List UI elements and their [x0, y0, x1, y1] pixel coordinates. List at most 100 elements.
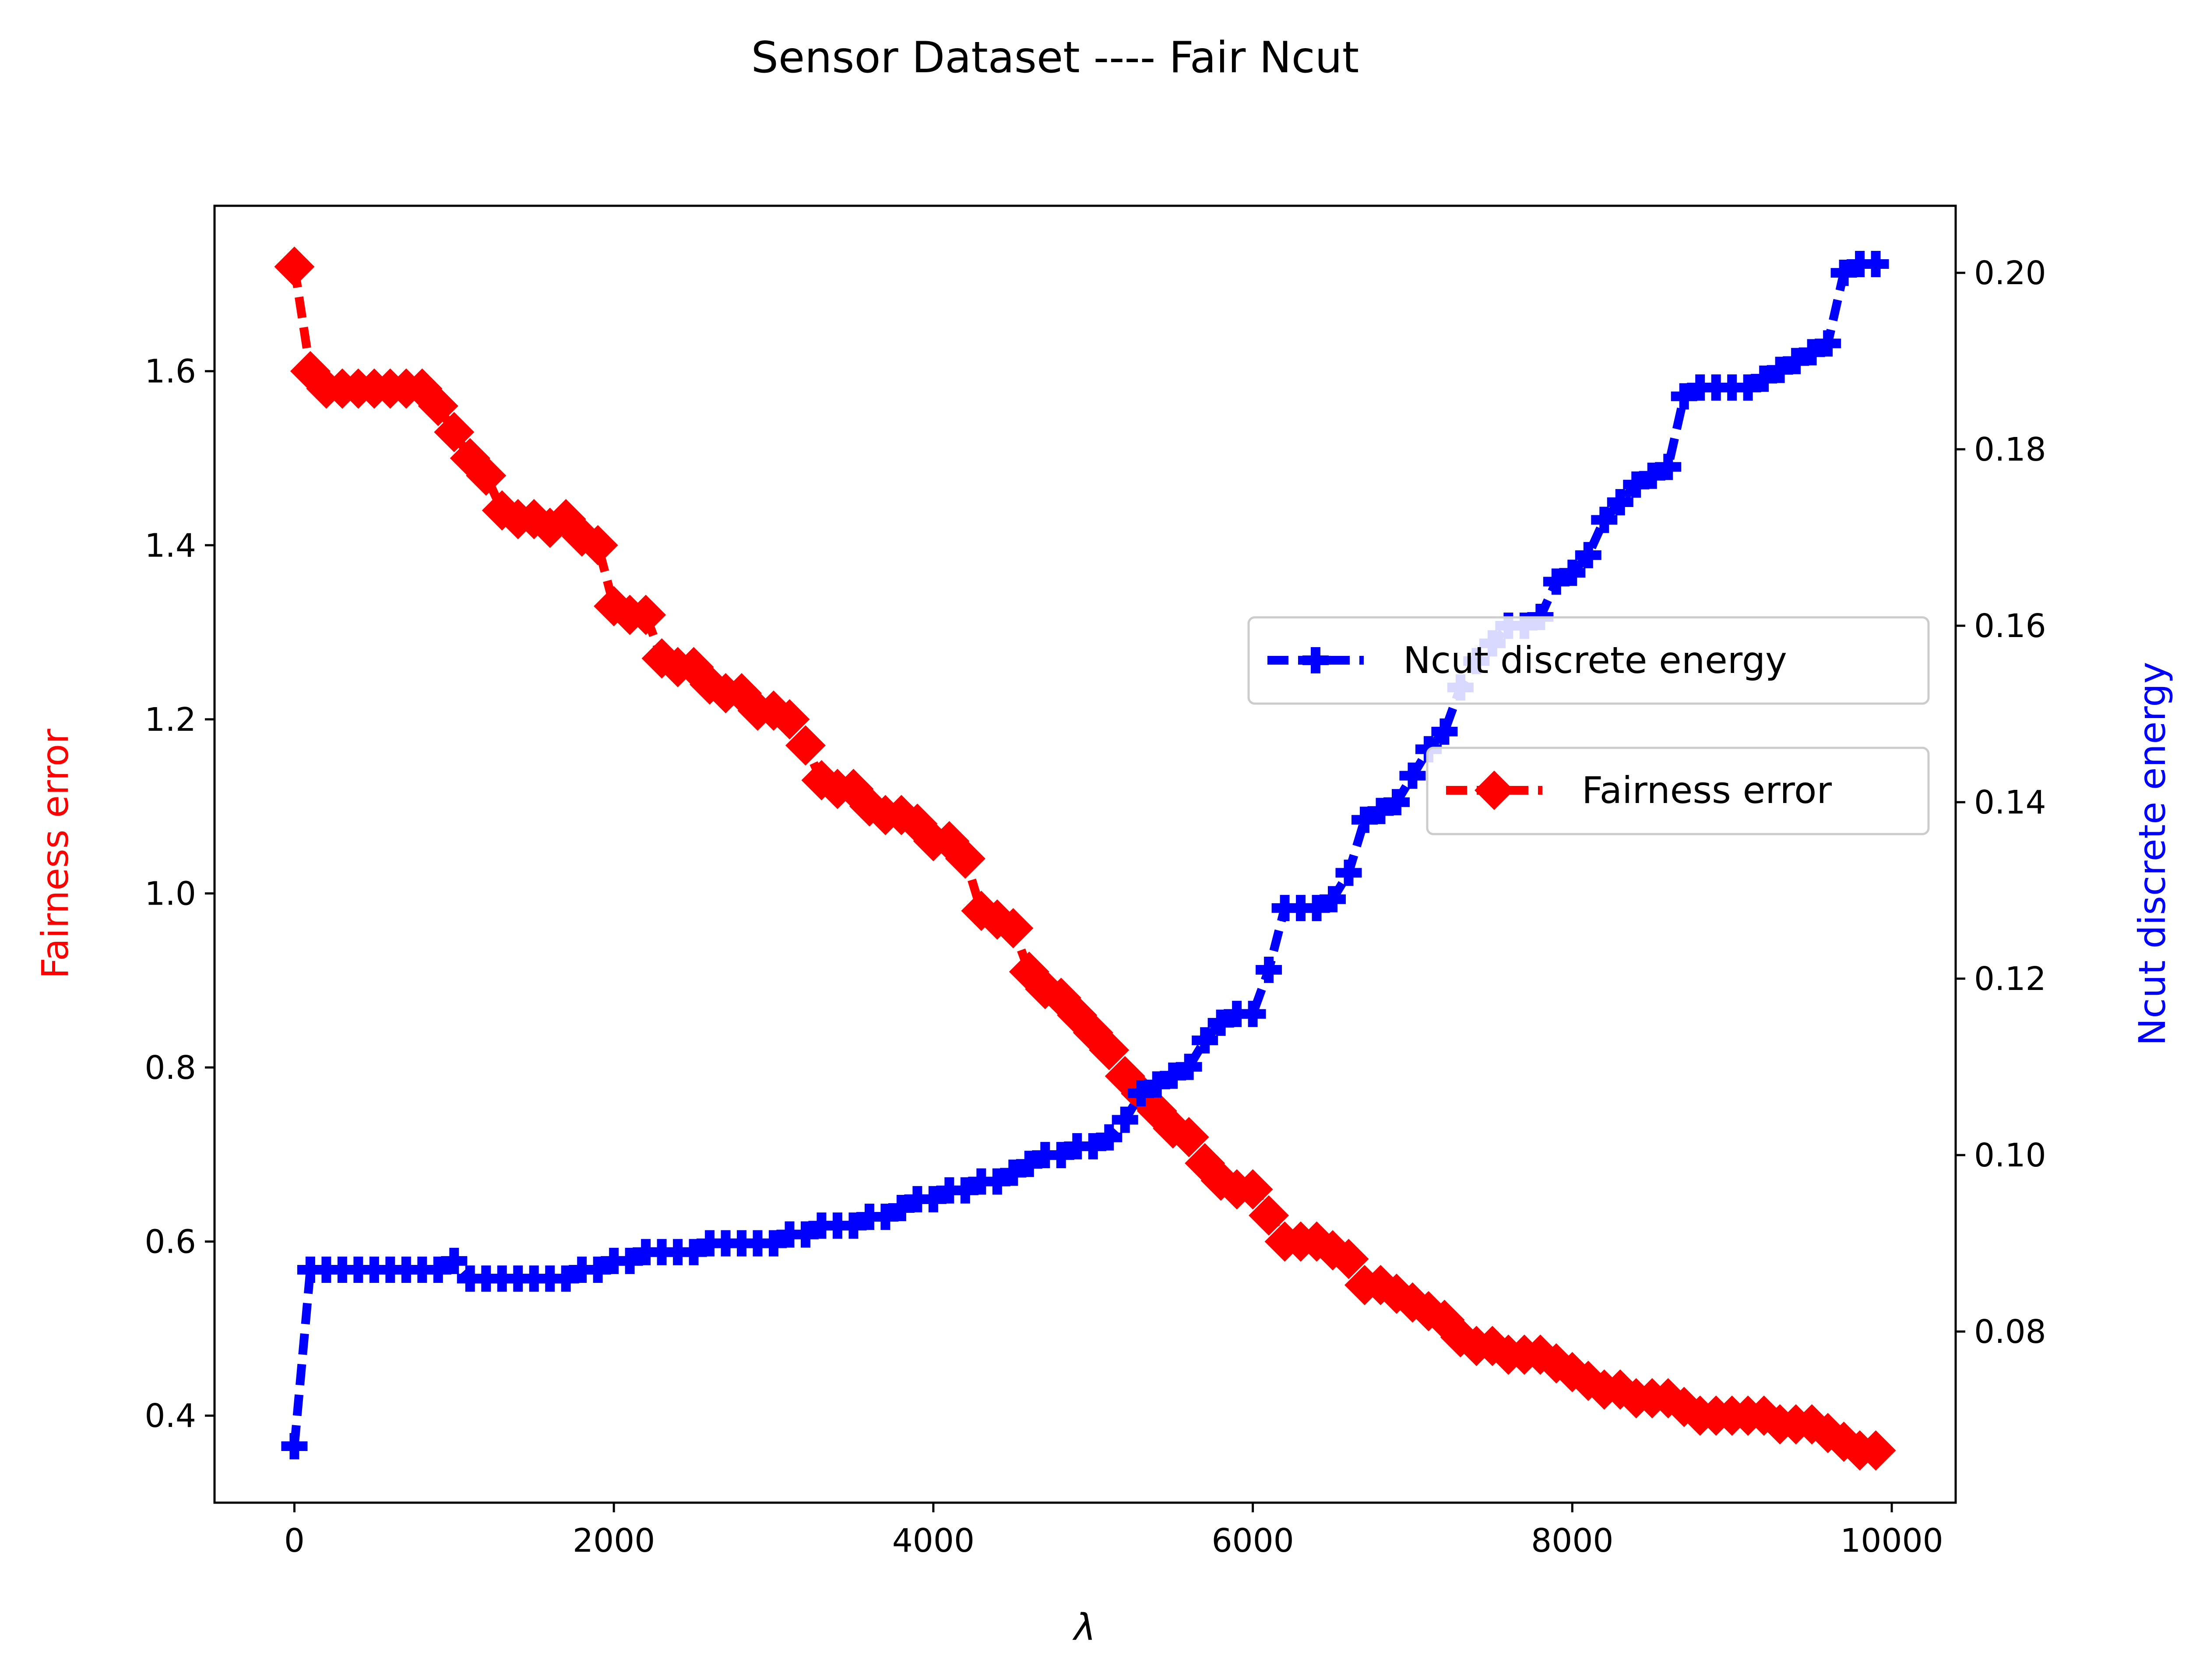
- data-point-fairness: [945, 838, 985, 879]
- data-point-ncut: [1575, 542, 1601, 568]
- data-point-ncut: [1256, 956, 1282, 983]
- data-point-fairness: [1168, 1117, 1209, 1158]
- data-point-ncut: [760, 1230, 787, 1257]
- y-left-tick-label: 0.6: [144, 1223, 196, 1261]
- data-point-fairness: [434, 412, 475, 452]
- data-point-ncut: [1367, 798, 1394, 824]
- data-point-ncut: [1080, 1133, 1106, 1159]
- data-point-fairness: [1328, 1239, 1369, 1279]
- data-point-ncut: [792, 1221, 819, 1248]
- data-point-fairness: [418, 386, 458, 426]
- data-point-ncut: [1207, 1009, 1234, 1036]
- x-tick-label: 6000: [1211, 1522, 1294, 1560]
- data-point-ncut: [1431, 718, 1458, 745]
- data-point-ncut: [1096, 1124, 1123, 1151]
- data-point-ncut: [1798, 339, 1825, 366]
- data-point-fairness: [577, 525, 618, 566]
- data-point-ncut: [1048, 1142, 1074, 1169]
- data-point-ncut: [872, 1204, 899, 1230]
- legend-fairness-box: [1426, 747, 1930, 835]
- data-point-ncut: [1671, 383, 1697, 410]
- data-point-ncut: [1639, 462, 1665, 489]
- x-tick-label: 8000: [1531, 1522, 1613, 1560]
- data-point-ncut: [1335, 859, 1362, 886]
- data-point-fairness: [1249, 1195, 1289, 1236]
- data-point-fairness: [769, 699, 810, 740]
- legend-fairness-label: Fairness error: [1582, 769, 1832, 812]
- data-point-ncut: [1128, 1080, 1154, 1107]
- data-point-ncut: [840, 1212, 867, 1239]
- y-right-tick-label: 0.16: [1974, 607, 2046, 645]
- legend-ncut: Ncut discrete energy: [1247, 616, 1930, 705]
- data-point-ncut: [1351, 807, 1378, 833]
- data-point-ncut: [1399, 762, 1426, 789]
- data-point-fairness: [1089, 1030, 1130, 1071]
- data-point-ncut: [1320, 886, 1346, 912]
- data-point-ncut: [1303, 895, 1330, 921]
- y-left-tick-label: 1.2: [144, 701, 196, 739]
- data-point-ncut: [1160, 1062, 1186, 1089]
- data-point-fairness: [626, 595, 666, 635]
- x-tick-label: 4000: [892, 1522, 975, 1560]
- data-point-ncut: [1783, 348, 1809, 374]
- data-point-fairness: [274, 247, 315, 287]
- y-left-tick-label: 1.6: [144, 353, 196, 391]
- data-point-ncut: [984, 1168, 1010, 1195]
- x-tick-label: 10000: [1840, 1522, 1943, 1560]
- data-point-ncut: [1559, 560, 1586, 586]
- data-point-fairness: [466, 455, 507, 496]
- x-axis-label: λ: [1072, 1606, 1096, 1648]
- y-axis-left-label: Fairness error: [34, 729, 77, 979]
- data-point-ncut: [616, 1247, 643, 1274]
- data-point-ncut: [1543, 568, 1570, 595]
- y-right-tick-label: 0.12: [1974, 960, 2046, 998]
- x-axis: 0 2000 4000 6000 8000 10000: [284, 1503, 1943, 1560]
- y-left-tick-label: 0.4: [144, 1397, 196, 1435]
- data-point-ncut: [1830, 260, 1857, 286]
- data-point-ncut: [1751, 365, 1777, 392]
- data-point-ncut: [425, 1257, 451, 1283]
- y-left-tick-label: 1.4: [144, 527, 196, 564]
- x-tick-label: 0: [284, 1522, 305, 1560]
- data-point-ncut: [1383, 789, 1410, 816]
- data-point-fairness: [1232, 1169, 1273, 1210]
- x-tick-label: 2000: [573, 1522, 655, 1560]
- data-point-ncut: [952, 1177, 978, 1204]
- y-right-tick-label: 0.18: [1974, 431, 2046, 468]
- data-point-ncut: [1016, 1151, 1042, 1177]
- y-left-tick-label: 0.8: [144, 1049, 196, 1087]
- data-point-fairness: [785, 725, 826, 766]
- y-axis-right: 0.08 0.10 0.12 0.14 0.16 0.18 0.20: [1956, 254, 2046, 1351]
- legend-ncut-box: [1247, 616, 1930, 705]
- data-point-ncut: [1000, 1159, 1027, 1186]
- plot-frame: [213, 204, 1957, 1504]
- data-point-ncut: [1607, 489, 1633, 516]
- data-point-ncut: [584, 1257, 611, 1283]
- data-point-ncut: [1239, 1000, 1266, 1027]
- data-point-fairness: [993, 908, 1034, 948]
- legend-ncut-marker: [1302, 647, 1329, 673]
- data-point-ncut: [1144, 1071, 1170, 1098]
- data-point-ncut: [1862, 250, 1889, 277]
- data-point-ncut: [1735, 374, 1761, 401]
- data-point-ncut: [888, 1195, 915, 1221]
- y-right-tick-label: 0.14: [1974, 784, 2046, 821]
- legend-fairness-marker: [1475, 771, 1514, 810]
- y-right-tick-label: 0.10: [1974, 1137, 2046, 1174]
- data-point-ncut: [1112, 1106, 1138, 1133]
- plot-area: [274, 247, 1896, 1471]
- data-point-ncut: [281, 1433, 308, 1460]
- y-left-tick-label: 1.0: [144, 875, 196, 912]
- legend-fairness: Fairness error: [1426, 747, 1930, 835]
- y-axis-left: 0.4 0.6 0.8 1.0 1.2 1.4 1.6: [144, 353, 215, 1435]
- chart-title: Sensor Dataset ---- Fair Ncut: [751, 33, 1359, 83]
- legend-ncut-label: Ncut discrete energy: [1403, 639, 1787, 682]
- data-point-ncut: [1767, 356, 1793, 383]
- data-point-ncut: [920, 1186, 947, 1212]
- y-right-tick-label: 0.08: [1974, 1313, 2046, 1351]
- data-point-ncut: [1591, 507, 1618, 533]
- y-axis-right-label: Ncut discrete energy: [2131, 662, 2174, 1046]
- data-point-ncut: [1815, 330, 1841, 357]
